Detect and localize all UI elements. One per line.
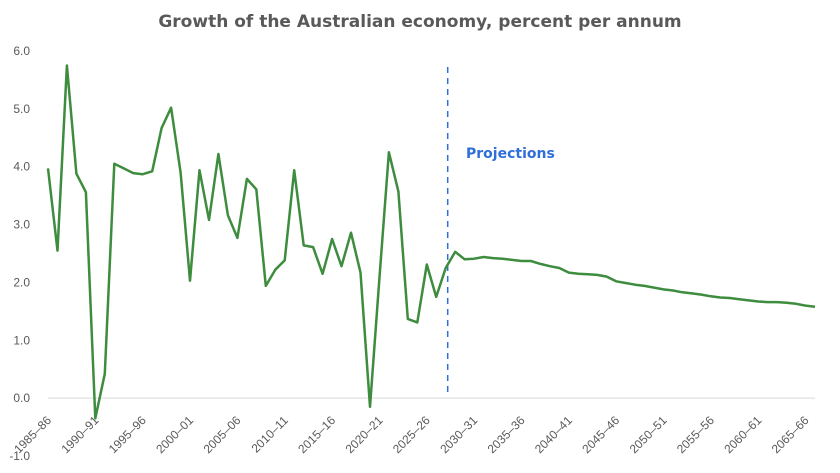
x-tick-label: 1985–86 (11, 413, 54, 456)
x-tick-label: 2045–46 (579, 413, 622, 456)
plot-area (46, 64, 816, 420)
x-tick-label: 2025–26 (390, 413, 433, 456)
x-tick-label: 2055–56 (674, 413, 717, 456)
x-tick-label: 2015–16 (295, 413, 338, 456)
x-tick-label: 2065–66 (769, 413, 812, 456)
y-tick-label: 2.0 (13, 275, 30, 289)
x-tick-label: 2010–11 (249, 413, 292, 456)
y-tick-label: 3.0 (13, 218, 30, 232)
y-axis: -1.0 0.0 1.0 2.0 3.0 4.0 5.0 6.0 (9, 44, 30, 463)
y-tick-label: 5.0 (13, 102, 30, 116)
y-tick-label: 1.0 (13, 333, 30, 347)
y-tick-label: 6.0 (13, 44, 30, 58)
x-tick-label: 2000–01 (153, 413, 196, 456)
x-tick-label: 2060–61 (721, 413, 764, 456)
x-tick-label: 1995–96 (106, 413, 149, 456)
y-tick-label: -1.0 (9, 449, 30, 463)
x-tick-label: 2040–41 (532, 413, 575, 456)
x-tick-label: 2030–31 (437, 413, 480, 456)
x-axis: 1985–86 1990–91 1995–96 2000–01 2005–06 2010–… (11, 397, 815, 456)
series-line-growth (46, 64, 816, 420)
x-tick-label: 2020–21 (343, 413, 386, 456)
chart-title: Growth of the Australian economy, percen… (158, 12, 681, 32)
y-tick-label: 4.0 (13, 160, 30, 174)
x-tick-label: 2050–51 (627, 413, 670, 456)
x-tick-label: 2035–36 (485, 413, 528, 456)
x-tick-label: 2005–06 (201, 413, 244, 456)
projections-annotation: Projections (466, 146, 555, 162)
y-tick-label: 0.0 (13, 391, 30, 405)
